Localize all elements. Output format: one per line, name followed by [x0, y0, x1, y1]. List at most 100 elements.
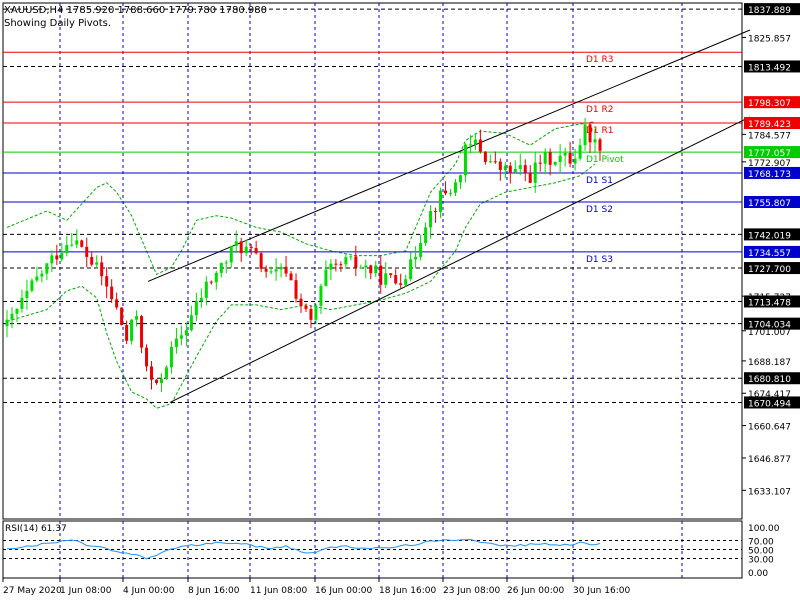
candle[interactable] [184, 322, 188, 347]
candle[interactable] [598, 137, 602, 161]
candle[interactable] [274, 258, 278, 281]
channel-upper-line[interactable] [147, 29, 751, 282]
candle[interactable] [105, 267, 109, 299]
candle[interactable] [135, 310, 139, 327]
candle[interactable] [324, 260, 328, 287]
candle[interactable] [55, 244, 59, 266]
candle[interactable] [444, 181, 448, 196]
candle[interactable] [45, 262, 49, 281]
candle[interactable] [214, 270, 218, 290]
candle[interactable] [140, 314, 144, 354]
rsi-line[interactable] [6, 538, 601, 560]
candle[interactable] [553, 161, 557, 167]
candle[interactable] [115, 292, 119, 310]
candle[interactable] [174, 327, 178, 354]
candle[interactable] [593, 128, 597, 153]
candle[interactable] [289, 270, 293, 281]
candle[interactable] [284, 255, 288, 277]
candle[interactable] [389, 273, 393, 279]
candle[interactable] [463, 143, 467, 183]
candle[interactable] [224, 259, 228, 274]
candles[interactable] [5, 117, 602, 392]
candle[interactable] [399, 273, 403, 289]
candle[interactable] [573, 148, 577, 171]
candle[interactable] [100, 255, 104, 286]
candle[interactable] [424, 222, 428, 246]
candle[interactable] [15, 308, 19, 323]
candle[interactable] [498, 158, 502, 181]
candle[interactable] [493, 151, 497, 164]
candle[interactable] [25, 279, 29, 310]
candle[interactable] [154, 379, 158, 385]
candle[interactable] [179, 325, 183, 346]
candle[interactable] [394, 269, 398, 285]
candle[interactable] [419, 234, 423, 261]
candle[interactable] [458, 174, 462, 190]
candle[interactable] [90, 251, 94, 267]
candle[interactable] [548, 148, 552, 176]
candle[interactable] [488, 154, 492, 164]
candle[interactable] [199, 288, 203, 308]
candle[interactable] [473, 132, 477, 150]
candle[interactable] [563, 147, 567, 167]
candle[interactable] [254, 240, 258, 255]
candle[interactable] [409, 252, 413, 282]
candle[interactable] [145, 344, 149, 372]
candle[interactable] [169, 341, 173, 374]
candle[interactable] [239, 237, 243, 262]
candle[interactable] [434, 207, 438, 223]
candle[interactable] [513, 160, 517, 174]
candle[interactable] [35, 266, 39, 283]
candle[interactable] [5, 310, 9, 338]
candle[interactable] [30, 278, 34, 293]
candle[interactable] [334, 259, 338, 272]
candle[interactable] [568, 141, 572, 168]
candle[interactable] [453, 178, 457, 196]
channel-lower-line[interactable] [169, 116, 751, 403]
candle[interactable] [404, 274, 408, 287]
candle[interactable] [339, 261, 343, 272]
candle[interactable] [439, 187, 443, 219]
candle[interactable] [299, 293, 303, 313]
candle[interactable] [543, 148, 547, 175]
candle[interactable] [364, 259, 368, 279]
candle[interactable] [578, 138, 582, 161]
candle[interactable] [80, 239, 84, 248]
candle[interactable] [359, 264, 363, 270]
candle[interactable] [194, 292, 198, 322]
candle[interactable] [533, 151, 537, 193]
candle[interactable] [20, 289, 24, 313]
candle[interactable] [349, 255, 353, 261]
candle[interactable] [518, 153, 522, 176]
candle[interactable] [319, 283, 323, 314]
candle[interactable] [478, 129, 482, 154]
candle[interactable] [10, 307, 14, 329]
candle[interactable] [259, 251, 263, 273]
candle[interactable] [503, 162, 507, 179]
candle[interactable] [189, 305, 193, 332]
horizontal-levels[interactable]: D1 R3 D1 R2 D1 R1 D1 Pivot D1 S1 D1 S2 D1 S3 [3, 8, 742, 403]
candle[interactable] [150, 360, 154, 390]
candle[interactable] [483, 151, 487, 165]
candle[interactable] [204, 276, 208, 306]
candle[interactable] [244, 239, 248, 257]
candle[interactable] [229, 245, 233, 268]
candle[interactable] [304, 303, 308, 312]
candle[interactable] [249, 244, 253, 255]
candle[interactable] [528, 165, 532, 183]
candle[interactable] [75, 229, 79, 249]
candle[interactable] [374, 260, 378, 278]
candle[interactable] [219, 262, 223, 278]
candle[interactable] [314, 303, 318, 325]
candle[interactable] [110, 279, 114, 303]
candle[interactable] [354, 245, 358, 276]
candle[interactable] [583, 117, 587, 151]
candle[interactable] [130, 318, 134, 345]
candle[interactable] [344, 253, 348, 269]
candle[interactable] [523, 159, 527, 182]
candle[interactable] [65, 235, 69, 257]
trend-channel[interactable] [147, 29, 751, 403]
